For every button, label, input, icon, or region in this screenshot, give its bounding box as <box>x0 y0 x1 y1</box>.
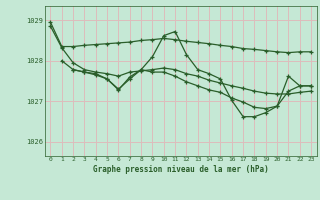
X-axis label: Graphe pression niveau de la mer (hPa): Graphe pression niveau de la mer (hPa) <box>93 165 269 174</box>
